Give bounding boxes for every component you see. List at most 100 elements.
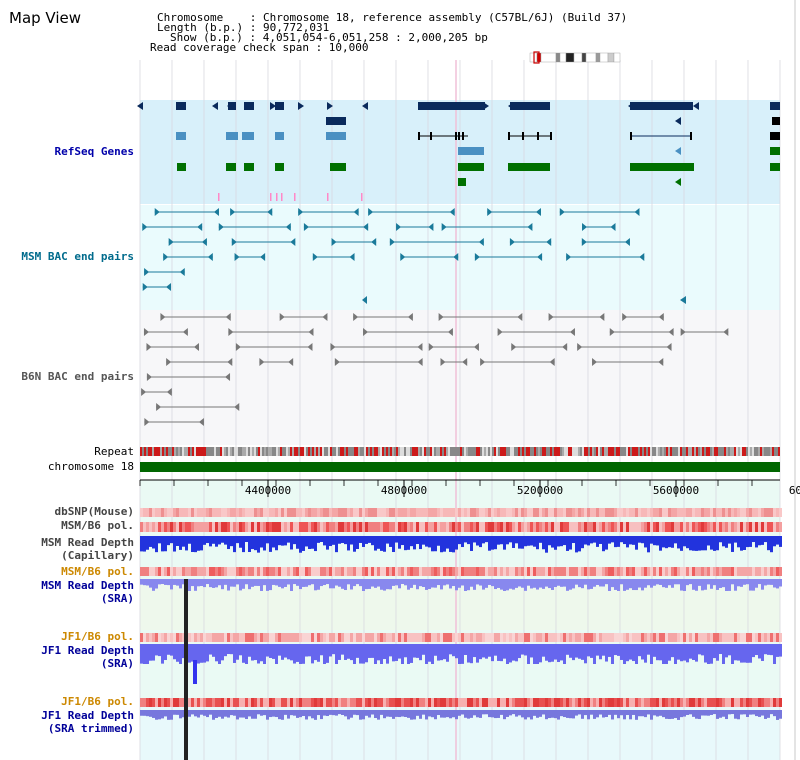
heat-cell: [545, 508, 548, 517]
read-depth-bar: [404, 536, 407, 551]
heat-cell: [473, 508, 476, 517]
track-label-b6n-bac[interactable]: B6N BAC end pairs: [21, 370, 134, 383]
heat-cell: [347, 522, 350, 532]
heat-cell: [482, 633, 485, 642]
b6n-bac-end: [279, 313, 285, 321]
read-depth-bar: [752, 536, 755, 543]
repeat-block: [464, 447, 466, 456]
read-depth-bar: [452, 710, 455, 718]
track-label-refseq[interactable]: RefSeq Genes: [54, 145, 134, 158]
track-label-msm-b6-pol-2[interactable]: MSM/B6 pol.: [61, 565, 134, 578]
heat-cell: [269, 508, 272, 517]
heat-cell: [539, 567, 542, 576]
heat-cell: [647, 633, 650, 642]
heat-cell: [488, 698, 491, 707]
heat-cell: [353, 508, 356, 517]
repeat-block: [484, 447, 486, 456]
heat-cell: [614, 567, 617, 576]
track-label-jf1-depth-trimmed[interactable]: JF1 Read Depth: [41, 709, 134, 722]
track-label-msm-b6-pol-1[interactable]: MSM/B6 pol.: [61, 519, 134, 532]
heat-cell: [629, 522, 632, 532]
read-depth-bar: [554, 579, 557, 588]
heat-cell: [386, 698, 389, 707]
heat-cell: [218, 633, 221, 642]
heat-cell: [629, 567, 632, 576]
heat-cell: [206, 522, 209, 532]
repeat-block: [672, 447, 674, 456]
heat-cell: [317, 633, 320, 642]
read-depth-bar: [488, 536, 491, 551]
heat-cell: [515, 522, 518, 532]
heat-cell: [659, 522, 662, 532]
repeat-block: [680, 447, 682, 456]
read-depth-bar: [209, 710, 212, 715]
repeat-block: [316, 447, 318, 456]
repeat-block: [730, 447, 732, 456]
read-depth-bar: [359, 579, 362, 587]
track-label-jf1-b6-pol-1[interactable]: JF1/B6 pol.: [61, 630, 134, 643]
heat-cell: [536, 522, 539, 532]
heat-cell: [338, 508, 341, 517]
heat-cell: [353, 567, 356, 576]
read-depth-bar: [650, 536, 653, 544]
heat-cell: [461, 522, 464, 532]
heat-cell: [320, 698, 323, 707]
heat-cell: [641, 508, 644, 517]
heat-cell: [554, 698, 557, 707]
msm-bac-end: [231, 238, 237, 246]
read-depth-bar: [746, 536, 749, 548]
heat-cell: [209, 522, 212, 532]
gene-exon: [244, 163, 254, 171]
heat-cell: [437, 633, 440, 642]
heat-cell: [509, 508, 512, 517]
b6n-bac-end: [666, 343, 672, 351]
repeat-block: [476, 447, 478, 456]
read-depth-bar: [152, 644, 155, 661]
repeat-block: [492, 447, 494, 456]
read-depth-bar: [308, 536, 311, 550]
repeat-block: [650, 447, 652, 456]
read-depth-bar: [737, 644, 740, 661]
repeat-block: [590, 447, 592, 456]
read-depth-bar: [455, 644, 458, 659]
repeat-block: [480, 447, 482, 456]
read-depth-bar: [665, 536, 668, 549]
read-depth-bar: [533, 579, 536, 588]
track-label-jf1-depth-sra[interactable]: JF1 Read Depth: [41, 644, 134, 657]
read-depth-bar: [296, 710, 299, 718]
read-depth-bar: [533, 536, 536, 547]
read-depth-bar: [407, 644, 410, 664]
read-depth-bar: [476, 536, 479, 546]
heat-cell: [422, 567, 425, 576]
msm-bac-end: [581, 238, 587, 246]
read-depth-bar: [359, 536, 362, 543]
track-label-msm-depth-capillary[interactable]: MSM Read Depth: [41, 536, 134, 549]
repeat-block: [634, 447, 636, 456]
heat-cell: [242, 522, 245, 532]
read-depth-bar: [662, 579, 665, 588]
heat-cell: [605, 698, 608, 707]
heat-cell: [164, 567, 167, 576]
repeat-block: [300, 447, 302, 456]
track-label-msm-depth-sra[interactable]: MSM Read Depth: [41, 579, 134, 592]
heat-cell: [488, 522, 491, 532]
heat-cell: [566, 633, 569, 642]
repeat-block: [494, 447, 496, 456]
heat-cell: [680, 522, 683, 532]
track-label-msm-bac[interactable]: MSM BAC end pairs: [21, 250, 134, 263]
gene-exon: [418, 102, 485, 110]
read-depth-bar: [473, 536, 476, 543]
repeat-block: [630, 447, 632, 456]
track-label-dbsnp[interactable]: dbSNP(Mouse): [54, 505, 134, 518]
repeat-block: [446, 447, 448, 456]
gene-exon: [458, 163, 484, 171]
heat-cell: [296, 633, 299, 642]
heat-cell: [707, 508, 710, 517]
heat-cell: [545, 698, 548, 707]
heat-cell: [470, 698, 473, 707]
heat-cell: [194, 698, 197, 707]
read-depth-bar: [251, 536, 254, 550]
track-label-jf1-b6-pol-2[interactable]: JF1/B6 pol.: [61, 695, 134, 708]
heat-cell: [401, 522, 404, 532]
